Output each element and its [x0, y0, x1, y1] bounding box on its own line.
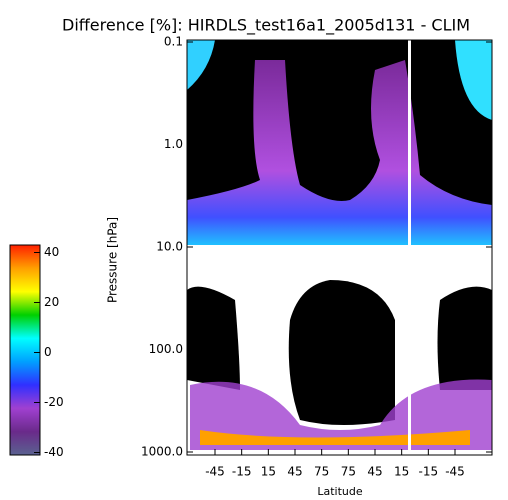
x-tick-label: -45 [205, 465, 225, 479]
x-tick-label: 45 [367, 465, 382, 479]
y-tick-label: 0.1 [164, 35, 183, 49]
x-tick-label: 75 [341, 465, 356, 479]
colorbar-tick-label: -20 [44, 395, 64, 409]
x-tick-label: -45 [445, 465, 465, 479]
field [187, 40, 492, 455]
y-tick-label: 10.0 [156, 240, 183, 254]
x-tick-label: -15 [419, 465, 439, 479]
chart-title: Difference [%]: HIRDLS_test16a1_2005d131… [62, 16, 470, 36]
x-axis-label: Latitude [317, 485, 363, 498]
colorbar-tick-label: 40 [44, 245, 59, 259]
x-tick-label: 15 [261, 465, 276, 479]
y-tick-label: 1.0 [164, 137, 183, 151]
y-axis-label: Pressure [hPa] [106, 217, 120, 303]
x-tick-label: -15 [232, 465, 252, 479]
x-tick-label: 15 [394, 465, 409, 479]
y-tick-label: 100.0 [149, 342, 183, 356]
x-tick-label: 75 [314, 465, 329, 479]
colorbar-tick-label: 20 [44, 295, 59, 309]
y-tick-label: 1000.0 [141, 445, 183, 459]
colorbar [9, 244, 41, 456]
colorbar-tick-label: -40 [44, 445, 64, 459]
x-tick-label: 45 [287, 465, 302, 479]
colorbar-tick-label: 0 [44, 345, 52, 359]
